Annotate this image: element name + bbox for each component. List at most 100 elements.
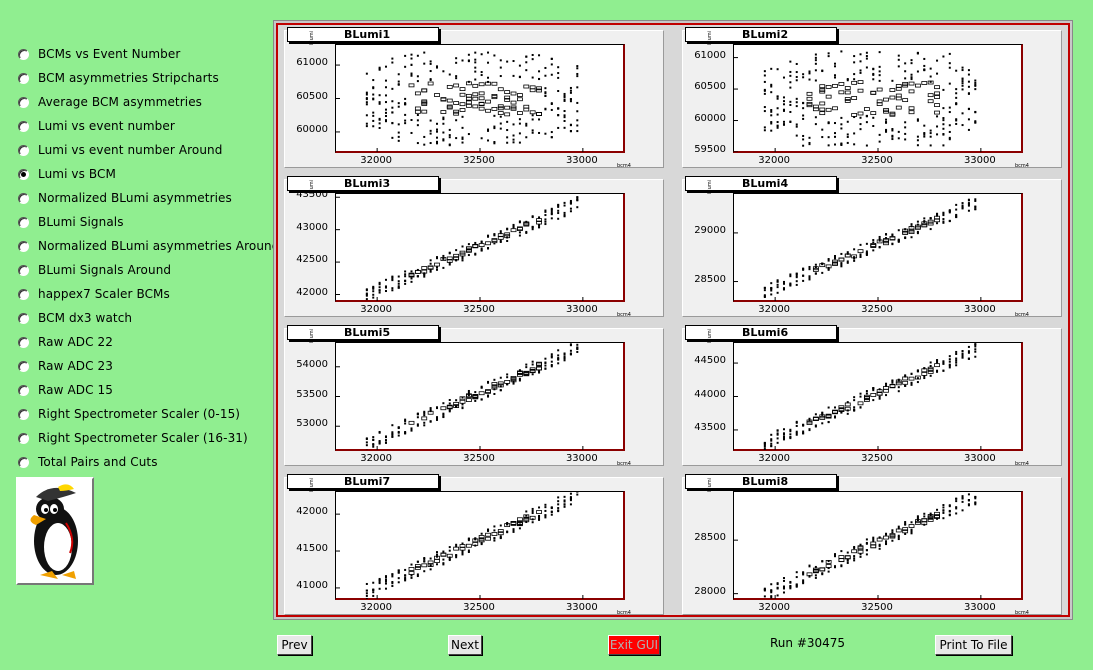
radio-option[interactable]: BLumi Signals <box>16 210 279 234</box>
scatter-point <box>795 101 798 104</box>
radio-unchecked-icon[interactable] <box>18 72 29 84</box>
scatter-point <box>904 132 907 135</box>
scatter-point <box>455 119 458 122</box>
scatter-point <box>885 128 888 131</box>
radio-unchecked-icon[interactable] <box>18 456 29 468</box>
scatter-point <box>446 84 453 89</box>
radio-unchecked-icon[interactable] <box>18 432 29 444</box>
scatter-point <box>465 246 472 251</box>
scatter-point <box>576 86 579 89</box>
scatter-point <box>904 374 907 377</box>
radio-unchecked-icon[interactable] <box>18 312 29 324</box>
scatter-plot <box>734 50 982 152</box>
scatter-point <box>512 224 515 227</box>
scatter-point <box>557 90 560 93</box>
histogram-pad[interactable]: BLumi1 60000 60500 61000 32000 32500 33000 bcm4… <box>284 27 664 169</box>
scatter-point <box>844 97 851 101</box>
radio-unchecked-icon[interactable] <box>18 336 29 348</box>
radio-option[interactable]: Right Spectrometer Scaler (16-31) <box>16 426 279 450</box>
scatter-point <box>397 581 400 584</box>
scatter-point <box>838 257 845 262</box>
scatter-point <box>531 131 534 134</box>
histogram-pad[interactable]: BLumi2 59500 60000 60500 61000 32000 32500 3300… <box>682 27 1062 169</box>
scatter-point <box>397 577 400 580</box>
scatter-point <box>365 97 368 100</box>
radio-option[interactable]: Total Pairs and Cuts <box>16 450 279 474</box>
radio-unchecked-icon[interactable] <box>18 120 29 132</box>
radio-option[interactable]: Raw ADC 22 <box>16 330 279 354</box>
scatter-point <box>859 69 862 72</box>
scatter-point <box>834 76 837 79</box>
scatter-point <box>563 120 566 123</box>
scatter-point <box>872 116 875 119</box>
scatter-point <box>827 258 830 261</box>
scatter-point <box>544 94 547 97</box>
y-tick-label: 28500 <box>694 273 726 285</box>
radio-option[interactable]: Normalized BLumi asymmetries <box>16 186 279 210</box>
scatter-point <box>563 114 566 117</box>
radio-option[interactable]: Raw ADC 15 <box>16 378 279 402</box>
scatter-point <box>512 226 515 229</box>
scatter-point <box>789 273 792 276</box>
radio-unchecked-icon[interactable] <box>18 192 29 204</box>
scatter-point <box>378 94 381 97</box>
radio-unchecked-icon[interactable] <box>18 96 29 108</box>
scatter-point <box>506 521 509 524</box>
radio-unchecked-icon[interactable] <box>18 408 29 420</box>
radio-option[interactable]: Normalized BLumi asymmetries Around <box>16 234 279 258</box>
histogram-pad[interactable]: BLumi4 28500 29000 32000 32500 33000 bcm4 blumi <box>682 176 1062 318</box>
scatter-point <box>436 266 439 269</box>
scatter-point <box>391 136 394 139</box>
scatter-point <box>518 527 521 530</box>
scatter-point <box>891 135 894 138</box>
radio-unchecked-icon[interactable] <box>18 384 29 396</box>
scatter-point <box>536 111 542 116</box>
scatter-point <box>569 123 572 126</box>
histogram-pad[interactable]: BLumi3 42000 42500 43000 43500 32000 32500 3300… <box>284 176 664 318</box>
radio-unchecked-icon[interactable] <box>18 240 29 252</box>
scatter-point <box>397 434 400 437</box>
scatter-point <box>397 430 400 433</box>
radio-option[interactable]: BCM asymmetries Stripcharts <box>16 66 279 90</box>
scatter-point <box>802 107 805 110</box>
scatter-point <box>378 117 381 120</box>
radio-option[interactable]: Lumi vs BCM <box>16 162 279 186</box>
scatter-point <box>480 386 483 389</box>
radio-unchecked-icon[interactable] <box>18 144 29 156</box>
radio-option[interactable]: Lumi vs event number Around <box>16 138 279 162</box>
radio-option[interactable]: Lumi vs event number <box>16 114 279 138</box>
radio-unchecked-icon[interactable] <box>18 216 29 228</box>
scatter-point <box>776 441 779 444</box>
radio-unchecked-icon[interactable] <box>18 360 29 372</box>
radio-option[interactable]: BCMs vs Event Number <box>16 42 279 66</box>
next-button[interactable]: Next <box>448 635 482 655</box>
histogram-pad[interactable]: BLumi7 41000 41500 42000 32000 32500 33000 bcm4… <box>284 474 664 616</box>
radio-option[interactable]: BCM dx3 watch <box>16 306 279 330</box>
print-to-file-button[interactable]: Print To File <box>935 635 1012 655</box>
exit-gui-button[interactable]: Exit GUI <box>608 635 660 655</box>
scatter-point <box>789 580 792 583</box>
scatter-point <box>770 282 773 285</box>
radio-option[interactable]: Raw ADC 23 <box>16 354 279 378</box>
histogram-pad[interactable]: BLumi5 53000 53500 54000 32000 32500 33000 bcm4… <box>284 325 664 467</box>
scatter-point <box>416 412 419 415</box>
radio-option[interactable]: Right Spectrometer Scaler (0-15) <box>16 402 279 426</box>
radio-option[interactable]: BLumi Signals Around <box>16 258 279 282</box>
scatter-point <box>825 94 832 99</box>
scatter-point <box>510 521 517 525</box>
scatter-point <box>897 390 900 393</box>
radio-unchecked-icon[interactable] <box>18 264 29 276</box>
prev-button[interactable]: Prev <box>277 635 312 655</box>
histogram-pad[interactable]: BLumi6 43500 44000 44500 32000 32500 33000 bcm4… <box>682 325 1062 467</box>
scatter-point <box>372 111 375 114</box>
radio-checked-icon[interactable] <box>18 168 29 180</box>
radio-option[interactable]: Average BCM asymmetries <box>16 90 279 114</box>
scatter-point <box>478 96 485 101</box>
scatter-point <box>967 350 970 353</box>
histogram-pad[interactable]: BLumi8 28000 28500 32000 32500 33000 bcm4 blumi <box>682 474 1062 616</box>
radio-unchecked-icon[interactable] <box>18 48 29 60</box>
scatter-point <box>782 76 785 79</box>
radio-option[interactable]: happex7 Scaler BCMs <box>16 282 279 306</box>
scatter-point <box>404 568 407 571</box>
radio-unchecked-icon[interactable] <box>18 288 29 300</box>
